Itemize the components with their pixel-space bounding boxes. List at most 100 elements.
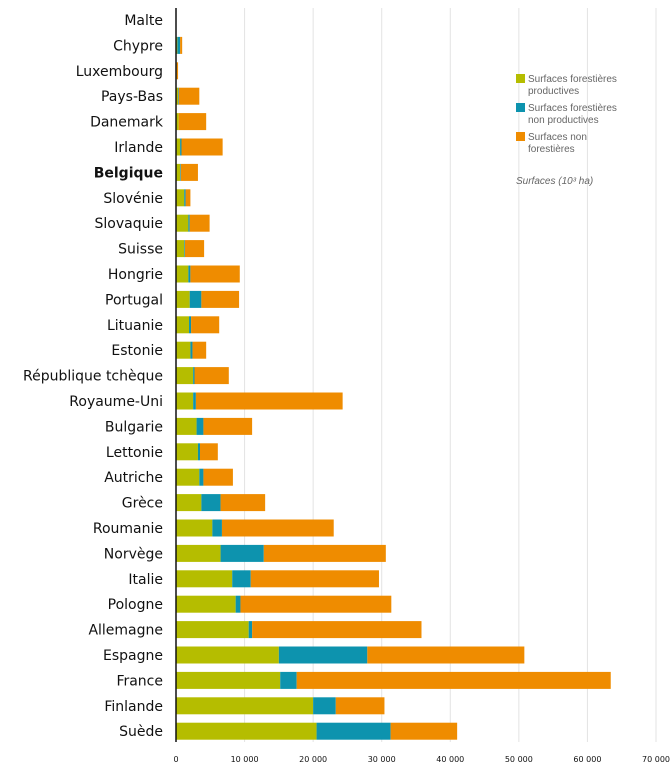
bar-segment — [190, 265, 240, 283]
bar-segment — [176, 570, 233, 588]
bar-segment — [176, 113, 179, 131]
bar-segment — [197, 443, 200, 461]
legend-entry: Surfaces forestières productives — [528, 74, 617, 97]
x-tick-label: 50 000 — [505, 755, 533, 764]
category-label: Autriche — [104, 470, 163, 486]
bar-segment — [316, 722, 391, 740]
bar-segment — [176, 189, 185, 207]
bar-segment — [203, 468, 233, 486]
bar-segment — [390, 722, 458, 740]
bar-segment — [252, 621, 422, 639]
category-label: Suède — [119, 724, 163, 740]
category-label: République tchèque — [23, 369, 163, 385]
category-label: Lituanie — [107, 318, 163, 334]
bar-segment — [200, 443, 218, 461]
bar-segment — [176, 62, 179, 80]
unit-label: Surfaces (10³ ha) — [516, 176, 593, 187]
bar-segment — [184, 240, 205, 258]
bar-segment — [367, 646, 525, 664]
bar-segment — [176, 367, 194, 385]
bar-segment — [188, 214, 190, 232]
bar-segment — [248, 621, 253, 639]
category-label: Danemark — [90, 115, 164, 131]
category-label: Irlande — [114, 140, 163, 156]
bar-segment — [201, 290, 240, 308]
category-label: Hongrie — [108, 267, 163, 283]
bar-segment — [180, 36, 183, 54]
category-label: Slovaquie — [95, 216, 163, 232]
category-label: Roumanie — [93, 521, 163, 537]
legend-entry: Surfaces non forestières — [528, 132, 587, 155]
x-tick-labels: 0 10 000 20 000 30 000 40 000 50 000 60 000 70 … — [173, 755, 670, 764]
category-label: Norvège — [104, 546, 163, 562]
bar-segment — [176, 265, 189, 283]
bar-segment — [176, 468, 200, 486]
category-label: Suisse — [118, 242, 163, 258]
bar-segment — [189, 214, 210, 232]
bar-segment — [240, 595, 392, 613]
bar-segment — [178, 87, 200, 105]
bar-segment — [176, 722, 317, 740]
category-label: Portugal — [105, 292, 163, 308]
bar-segment — [176, 392, 194, 410]
bar-segment — [178, 87, 179, 105]
bar-segment — [180, 138, 182, 156]
bar-segment — [263, 544, 386, 562]
x-tick-label: 30 000 — [368, 755, 396, 764]
category-label: Pologne — [108, 597, 163, 613]
gridlines — [244, 8, 657, 742]
bar-segment — [176, 646, 279, 664]
bar-segment — [190, 341, 193, 359]
category-label: Grèce — [122, 496, 163, 512]
x-tick-label: 0 — [173, 755, 178, 764]
bar-segment — [220, 494, 266, 512]
category-label: Estonie — [111, 343, 163, 359]
x-tick-label: 70 000 — [642, 755, 670, 764]
x-tick-label: 20 000 — [299, 755, 327, 764]
bar-segment — [189, 290, 202, 308]
category-label: Italie — [128, 572, 163, 588]
bar-segment — [250, 570, 379, 588]
category-label: Allemagne — [88, 623, 163, 639]
legend-swatch — [516, 132, 525, 141]
bar-segment — [176, 290, 190, 308]
bar-segment — [335, 697, 385, 715]
bar-segment — [176, 494, 202, 512]
bar-segment — [180, 163, 198, 181]
bar-segment — [181, 138, 223, 156]
bar-segment — [189, 316, 192, 334]
category-labels: Malte Chypre Luxembourg Pays-Bas Danemark Irl… — [23, 13, 164, 740]
category-label: Chypre — [113, 38, 163, 54]
x-tick-label: 60 000 — [573, 755, 601, 764]
legend-swatch — [516, 103, 525, 112]
bar-segment — [188, 265, 191, 283]
bar-segment — [176, 544, 221, 562]
legend: Surfaces forestières productives Surfaces … — [516, 74, 617, 187]
category-label: Belgique — [94, 165, 163, 181]
bar-segment — [176, 621, 249, 639]
category-label: Luxembourg — [76, 64, 163, 80]
bar-segment — [199, 468, 204, 486]
category-label: Royaume-Uni — [69, 394, 163, 410]
bar-segment — [185, 189, 191, 207]
bar-segment — [192, 341, 207, 359]
bar-segment — [280, 671, 297, 689]
bar-segment — [201, 494, 221, 512]
bar-segment — [193, 392, 196, 410]
x-tick-label: 10 000 — [231, 755, 259, 764]
category-label: Espagne — [103, 648, 163, 664]
bar-segment — [176, 87, 179, 105]
bar-segment — [232, 570, 251, 588]
legend-entry: Surfaces forestières non productives — [528, 103, 617, 126]
bar-segment — [176, 163, 181, 181]
bar-segment — [184, 240, 185, 258]
category-label: Finlande — [104, 699, 163, 715]
bars — [176, 11, 611, 740]
category-label: France — [116, 673, 163, 689]
bar-segment — [278, 646, 368, 664]
bar-segment — [296, 671, 611, 689]
bar-segment — [313, 697, 336, 715]
bar-segment — [176, 214, 189, 232]
bar-segment — [180, 163, 181, 181]
bar-segment — [176, 240, 185, 258]
